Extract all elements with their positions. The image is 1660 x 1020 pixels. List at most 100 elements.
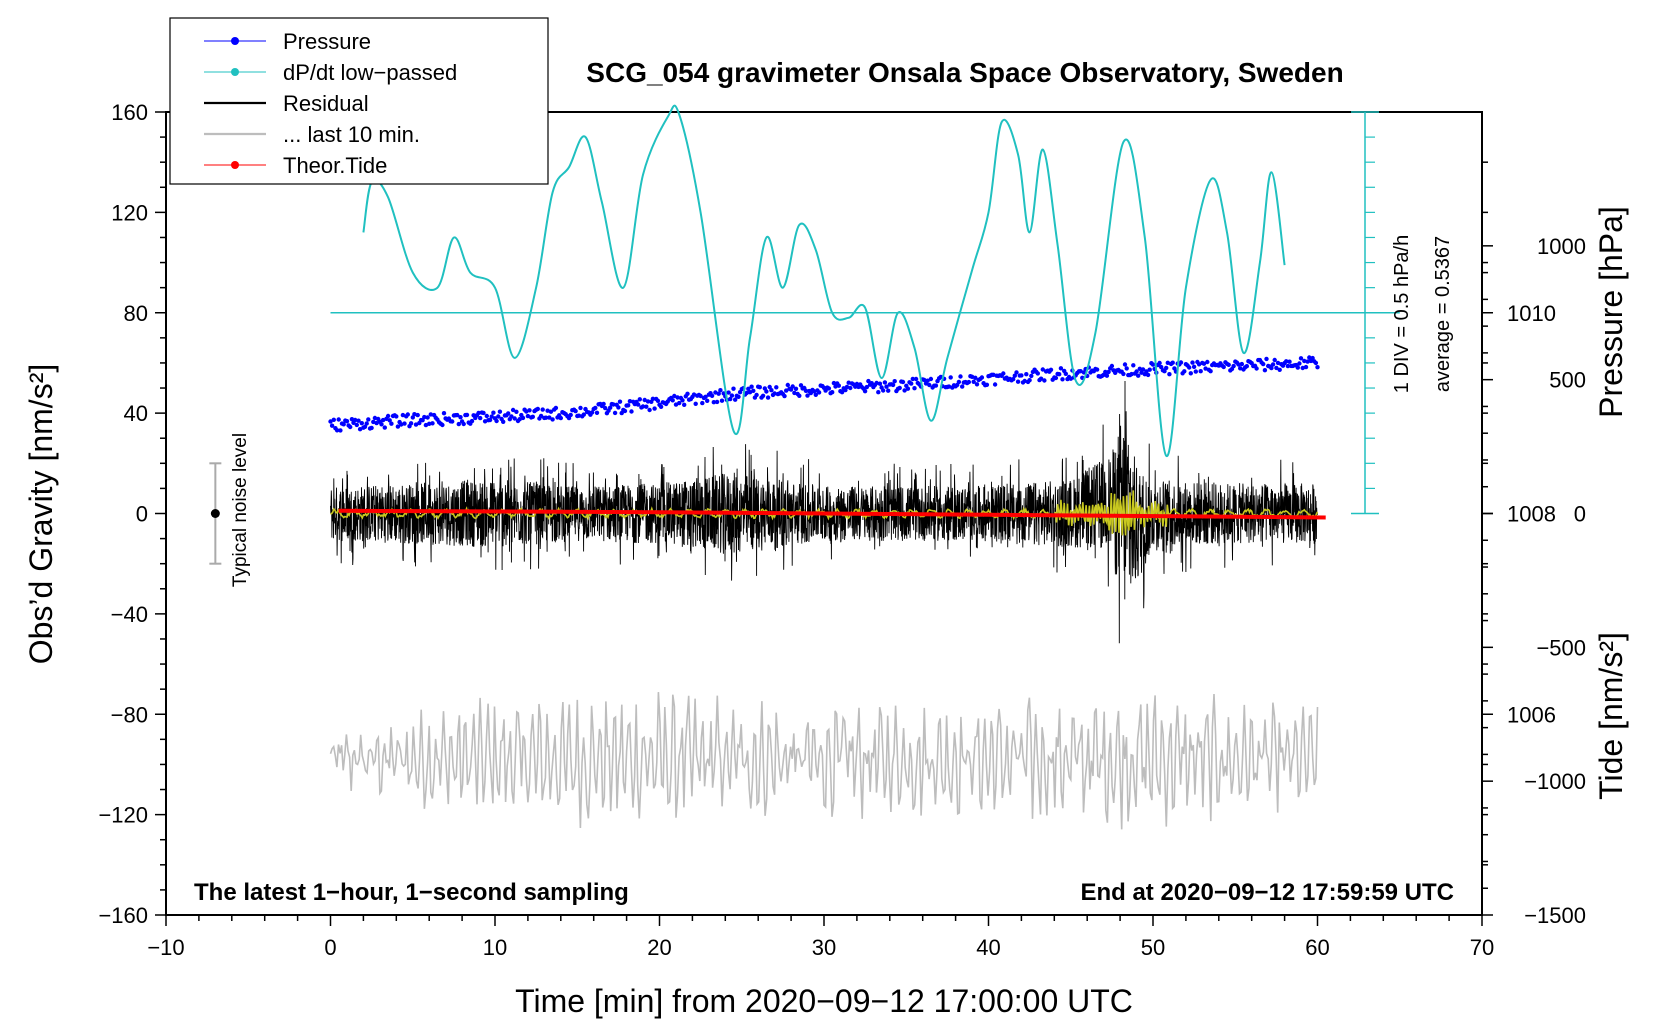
pressure-point bbox=[700, 400, 705, 406]
pressure-point bbox=[1060, 377, 1065, 382]
pressure-point bbox=[645, 399, 651, 404]
pressure-point bbox=[1187, 365, 1192, 370]
pressure-point bbox=[387, 418, 392, 423]
y-axis-pressure: 1010 1008 1006 bbox=[1482, 161, 1556, 866]
pressure-point bbox=[357, 427, 363, 432]
pressure-point bbox=[925, 378, 930, 383]
pressure-point bbox=[1275, 360, 1281, 366]
pressure-point bbox=[510, 407, 516, 413]
pressure-point bbox=[601, 401, 606, 407]
pressure-point bbox=[1221, 364, 1226, 370]
pressure-point bbox=[1198, 369, 1203, 374]
pressure-point bbox=[682, 402, 687, 407]
pressure-point bbox=[1131, 363, 1136, 368]
pressure-point bbox=[1122, 362, 1128, 367]
pressure-point bbox=[1170, 360, 1175, 365]
pressure-point bbox=[890, 382, 896, 388]
pressure-point bbox=[1134, 369, 1139, 374]
pressure-point bbox=[512, 416, 517, 421]
y-tick-label: −80 bbox=[111, 702, 148, 727]
pressure-point bbox=[670, 398, 675, 403]
pressure-point bbox=[974, 382, 980, 387]
pressure-point bbox=[616, 405, 621, 410]
x-tick-label: −10 bbox=[147, 935, 184, 960]
pressure-point bbox=[1150, 362, 1156, 367]
pressure-point bbox=[1315, 365, 1320, 370]
legend: Pressure dP/dt low−passed Residual ... last… bbox=[169, 17, 549, 185]
pressure-point bbox=[922, 377, 927, 383]
pressure-point bbox=[1203, 366, 1208, 371]
pressure-point bbox=[797, 393, 802, 398]
pressure-point bbox=[1012, 373, 1017, 378]
pressure-point bbox=[458, 415, 463, 420]
pressure-point bbox=[1124, 366, 1129, 371]
pressure-point bbox=[1048, 367, 1054, 372]
pressure-point bbox=[1188, 371, 1194, 376]
tide-tick-label: 1000 bbox=[1537, 234, 1586, 259]
tide-line bbox=[338, 508, 1326, 520]
pressure-point bbox=[1015, 379, 1021, 384]
x-tick-label: 10 bbox=[483, 935, 507, 960]
pressure-point bbox=[517, 417, 522, 422]
pressure-point bbox=[749, 384, 754, 389]
x-tick-label: 50 bbox=[1141, 935, 1165, 960]
pressure-point bbox=[622, 408, 628, 414]
pressure-point bbox=[1297, 361, 1302, 366]
pressure-point bbox=[927, 382, 932, 388]
pressure-point bbox=[1264, 356, 1269, 362]
y-tick-label: 160 bbox=[111, 100, 148, 125]
pressure-point bbox=[385, 413, 391, 419]
noise-label: Typical noise level bbox=[230, 433, 251, 587]
pressure-point bbox=[530, 414, 535, 419]
pressure-point bbox=[362, 424, 368, 429]
pressure-point bbox=[1147, 367, 1152, 372]
pressure-point bbox=[1295, 365, 1301, 370]
x-tick-label: 60 bbox=[1305, 935, 1329, 960]
y-tick-label: 80 bbox=[124, 301, 148, 326]
x-axis-title: Time [min] from 2020−09−12 17:00:00 UTC bbox=[515, 983, 1133, 1019]
pressure-point bbox=[430, 421, 435, 426]
pressure-point bbox=[491, 410, 496, 415]
pressure-point bbox=[675, 395, 680, 400]
pressure-point bbox=[655, 398, 661, 403]
chart-title: SCG_054 gravimeter Onsala Space Observat… bbox=[586, 57, 1343, 88]
pressure-point bbox=[1238, 366, 1243, 371]
y-tick-label: 0 bbox=[136, 502, 148, 527]
pressure-point bbox=[652, 406, 657, 411]
pressure-point bbox=[637, 397, 642, 402]
pressure-point bbox=[354, 422, 359, 428]
pressure-point bbox=[408, 421, 414, 426]
series-dpdt bbox=[362, 104, 1286, 457]
pressure-point bbox=[1236, 362, 1241, 367]
pressure-point bbox=[538, 413, 544, 419]
pressure-point bbox=[698, 393, 703, 399]
pressure-point bbox=[1254, 366, 1259, 371]
pressure-point bbox=[540, 407, 545, 412]
pressure-point bbox=[973, 375, 978, 380]
pressure-point bbox=[864, 384, 869, 390]
pressure-point bbox=[482, 419, 488, 424]
pressure-point bbox=[705, 398, 710, 403]
pressure-point bbox=[336, 417, 341, 422]
series-layer bbox=[328, 104, 1400, 830]
series-theor-tide bbox=[338, 508, 1326, 520]
pressure-point bbox=[394, 414, 399, 419]
x-tick-label: 0 bbox=[324, 935, 336, 960]
pressure-point bbox=[1178, 360, 1184, 365]
pressure-point bbox=[1239, 361, 1245, 367]
pressure-point bbox=[1109, 363, 1115, 369]
pressure-point bbox=[805, 393, 810, 398]
pressure-point bbox=[573, 408, 578, 414]
pressure-point bbox=[576, 413, 582, 418]
pressure-point bbox=[338, 428, 343, 433]
pressure-point bbox=[1019, 373, 1024, 378]
pressure-point bbox=[476, 410, 481, 416]
pressure-point bbox=[913, 376, 919, 382]
pressure-point bbox=[422, 414, 427, 420]
pressure-point bbox=[334, 428, 340, 433]
pressure-point bbox=[1201, 361, 1207, 366]
pressure-point bbox=[1011, 377, 1016, 382]
pressure-point bbox=[1226, 362, 1231, 367]
pressure-point bbox=[711, 400, 716, 405]
